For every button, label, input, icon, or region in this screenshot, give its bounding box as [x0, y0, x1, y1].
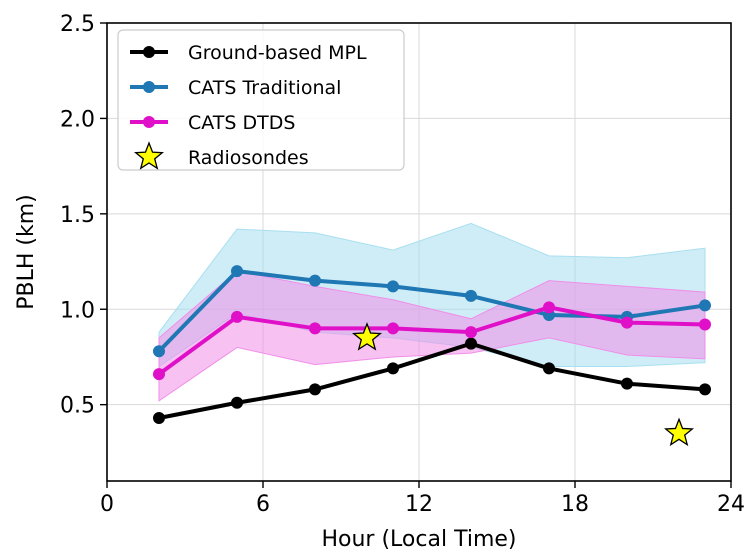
series-line-0: [158, 341, 706, 420]
x-tick-label: 24: [717, 492, 745, 517]
y-tick-label: 2.5: [60, 12, 95, 37]
legend-swatch-marker: [143, 46, 155, 58]
data-point-0: [699, 383, 711, 396]
data-point-0: [387, 362, 399, 375]
x-tick-label: 12: [405, 492, 433, 517]
y-axis-ticks: 0.5 1.0 1.5 2.0 2.5: [60, 12, 107, 419]
legend: Ground-based MPL CATS Traditional CATS DTD…: [117, 29, 405, 171]
legend-label: CATS Traditional: [188, 77, 341, 99]
data-point-2: [543, 301, 555, 314]
data-point-0: [309, 383, 321, 396]
x-axis-label: Hour (Local Time): [321, 527, 516, 552]
data-point-1: [231, 265, 243, 278]
legend-box: [117, 29, 405, 171]
data-point-0: [543, 362, 555, 375]
legend-label: CATS DTDS: [188, 112, 295, 134]
data-point-2: [465, 326, 477, 339]
radiosonde-star: [351, 322, 383, 351]
series-line-2: [157, 305, 706, 376]
data-point-2: [621, 316, 633, 329]
y-tick-label: 1.0: [60, 298, 95, 323]
x-tick-label: 6: [256, 492, 270, 517]
data-point-2: [153, 368, 165, 381]
data-point-1: [699, 299, 711, 312]
x-tick-label: 18: [561, 492, 589, 517]
data-point-2: [231, 310, 243, 323]
x-tick-label: 0: [100, 492, 114, 517]
legend-swatch-star: [133, 141, 165, 170]
data-point-2: [699, 318, 711, 331]
y-tick-label: 1.5: [60, 203, 95, 228]
data-point-0: [621, 377, 633, 390]
radiosonde-markers: [351, 322, 695, 447]
y-tick-label: 2.0: [60, 107, 95, 132]
x-axis-ticks: 0 6 12 18 24: [100, 481, 745, 517]
data-point-0: [153, 412, 165, 425]
uncertainty-bands: [158, 222, 706, 402]
legend-label: Radiosondes: [188, 147, 309, 169]
data-point-2: [387, 322, 399, 335]
legend-label: Ground-based MPL: [188, 42, 367, 64]
legend-swatch-marker: [143, 116, 155, 128]
data-point-1: [309, 274, 321, 287]
y-axis-label: PBLH (km): [14, 194, 39, 310]
data-point-1: [387, 280, 399, 293]
y-tick-label: 0.5: [60, 394, 95, 419]
series-lines: [153, 265, 711, 425]
data-point-0: [465, 337, 477, 350]
data-point-2: [309, 322, 321, 335]
data-point-1: [465, 289, 477, 302]
band-2: [158, 270, 706, 402]
radiosonde-star: [663, 417, 695, 447]
data-point-1: [153, 345, 165, 358]
legend-swatch-marker: [143, 81, 155, 93]
series-line-1: [157, 269, 706, 353]
data-point-0: [231, 396, 243, 409]
